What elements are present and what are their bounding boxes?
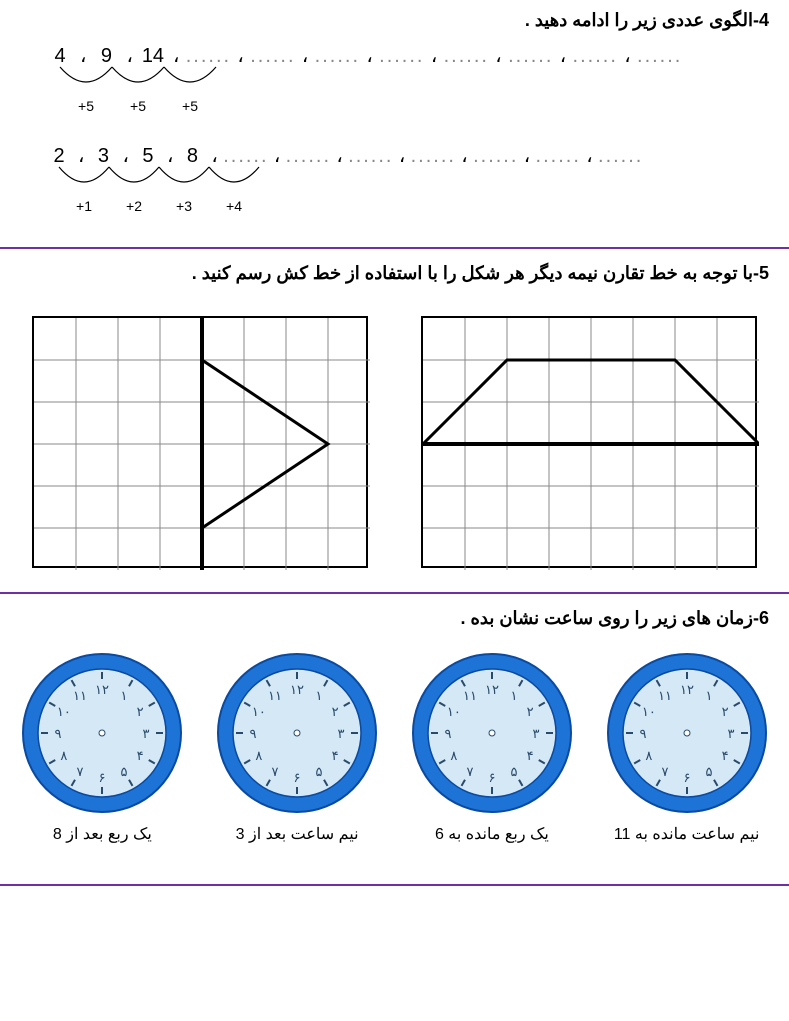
svg-text:+5: +5 xyxy=(130,98,146,114)
svg-text:۱۲: ۱۲ xyxy=(95,682,109,697)
question-5: 5-با توجه به خط تقارن نیمه دیگر هر شکل ر… xyxy=(0,253,789,306)
svg-text:۵: ۵ xyxy=(705,764,712,779)
svg-text:۱۲: ۱۲ xyxy=(485,682,499,697)
svg-text:+4: +4 xyxy=(226,198,242,214)
svg-text:۴: ۴ xyxy=(332,748,339,763)
svg-text:۹: ۹ xyxy=(444,726,451,741)
svg-text:۲: ۲ xyxy=(526,704,533,719)
svg-text:۸: ۸ xyxy=(450,748,457,763)
svg-text:۸: ۸ xyxy=(256,748,263,763)
clock-label: یک ربع بعد از 8 xyxy=(12,824,192,844)
clock-item: ۱۲ ۱۲ ۳ ۴۵۶۷۸ ۹ ۱۰۱۱ یک ربع مانده به 6 xyxy=(402,653,582,844)
svg-text:۱: ۱ xyxy=(316,688,323,703)
q4-sequence-1: 4،9،14،......،......،......،......،.....… xyxy=(20,43,769,133)
svg-text:۵: ۵ xyxy=(316,764,323,779)
svg-text:۸: ۸ xyxy=(61,748,68,763)
svg-text:۲: ۲ xyxy=(137,704,144,719)
svg-text:۴: ۴ xyxy=(137,748,144,763)
svg-text:۷: ۷ xyxy=(272,764,279,779)
svg-text:+1: +1 xyxy=(76,198,92,214)
clock-item: ۱۲ ۱۲ ۳ ۴۵۶۷۸ ۹ ۱۰۱۱ یک ربع بعد از 8 xyxy=(12,653,192,844)
svg-text:۶: ۶ xyxy=(488,770,495,785)
clock-label: یک ربع مانده به 6 xyxy=(402,824,582,844)
svg-text:+3: +3 xyxy=(176,198,192,214)
question-6: 6-زمان های زیر را روی ساعت نشان بده . xyxy=(0,598,789,643)
svg-text:۸: ۸ xyxy=(645,748,652,763)
svg-text:۹: ۹ xyxy=(55,726,62,741)
q5-shapes-row xyxy=(0,306,789,588)
svg-text:۷: ۷ xyxy=(661,764,668,779)
svg-text:۲: ۲ xyxy=(721,704,728,719)
svg-text:۱۰: ۱۰ xyxy=(447,704,461,719)
svg-text:۳: ۳ xyxy=(727,726,734,741)
svg-text:۱۱: ۱۱ xyxy=(658,688,672,703)
question-4: 4-الگوی عددی زیر را ادامه دهید . 4،9،14،… xyxy=(0,0,789,243)
clock-label: نیم ساعت مانده به 11 xyxy=(597,824,777,844)
svg-text:۶: ۶ xyxy=(294,770,301,785)
divider-3 xyxy=(0,884,789,886)
svg-text:۵: ۵ xyxy=(121,764,128,779)
svg-text:۱۰: ۱۰ xyxy=(57,704,71,719)
q6-title: 6-زمان های زیر را روی ساعت نشان بده . xyxy=(20,608,769,629)
svg-text:+2: +2 xyxy=(126,198,142,214)
q4-title: 4-الگوی عددی زیر را ادامه دهید . xyxy=(20,10,769,31)
svg-text:۹: ۹ xyxy=(250,726,257,741)
svg-text:۳: ۳ xyxy=(532,726,539,741)
clock-item: ۱۲ ۱۲ ۳ ۴۵۶۷۸ ۹ ۱۰۱۱ نیم ساعت بعد از 3 xyxy=(207,653,387,844)
clock-label: نیم ساعت بعد از 3 xyxy=(207,824,387,844)
divider-1 xyxy=(0,247,789,249)
svg-text:۶: ۶ xyxy=(683,770,690,785)
svg-text:۱۰: ۱۰ xyxy=(642,704,656,719)
q4-sequence-2: 2،3،5،8،......،......،......،......،....… xyxy=(20,143,769,233)
svg-text:۱: ۱ xyxy=(510,688,517,703)
q5-grid-right xyxy=(32,316,368,568)
svg-text:+5: +5 xyxy=(78,98,94,114)
svg-text:۱۱: ۱۱ xyxy=(73,688,87,703)
q5-title: 5-با توجه به خط تقارن نیمه دیگر هر شکل ر… xyxy=(20,263,769,284)
svg-text:۳: ۳ xyxy=(143,726,150,741)
svg-text:۷: ۷ xyxy=(77,764,84,779)
q6-clocks-row: ۱۲۱۲۳۴۵۶۷۸۹۱۰۱۱نیم ساعت مانده به 11۱۲۱۲۳… xyxy=(0,643,789,854)
svg-text:۷: ۷ xyxy=(466,764,473,779)
svg-text:۴: ۴ xyxy=(526,748,533,763)
svg-text:۹: ۹ xyxy=(639,726,646,741)
svg-text:+5: +5 xyxy=(182,98,198,114)
svg-text:۱۲: ۱۲ xyxy=(680,682,694,697)
svg-text:۱۱: ۱۱ xyxy=(268,688,282,703)
svg-text:۵: ۵ xyxy=(510,764,517,779)
svg-text:۱: ۱ xyxy=(121,688,128,703)
svg-text:۱۲: ۱۲ xyxy=(290,682,304,697)
svg-text:۲: ۲ xyxy=(332,704,339,719)
q5-grid-left xyxy=(421,316,757,568)
svg-text:۱: ۱ xyxy=(705,688,712,703)
svg-text:۱۰: ۱۰ xyxy=(252,704,266,719)
clock-item: ۱۲ ۱۲ ۳ ۴۵۶۷۸ ۹ ۱۰۱۱ نیم ساعت مانده به 11 xyxy=(597,653,777,844)
divider-2 xyxy=(0,592,789,594)
svg-text:۱۱: ۱۱ xyxy=(463,688,477,703)
svg-text:۳: ۳ xyxy=(338,726,345,741)
svg-text:۶: ۶ xyxy=(99,770,106,785)
svg-text:۴: ۴ xyxy=(721,748,728,763)
